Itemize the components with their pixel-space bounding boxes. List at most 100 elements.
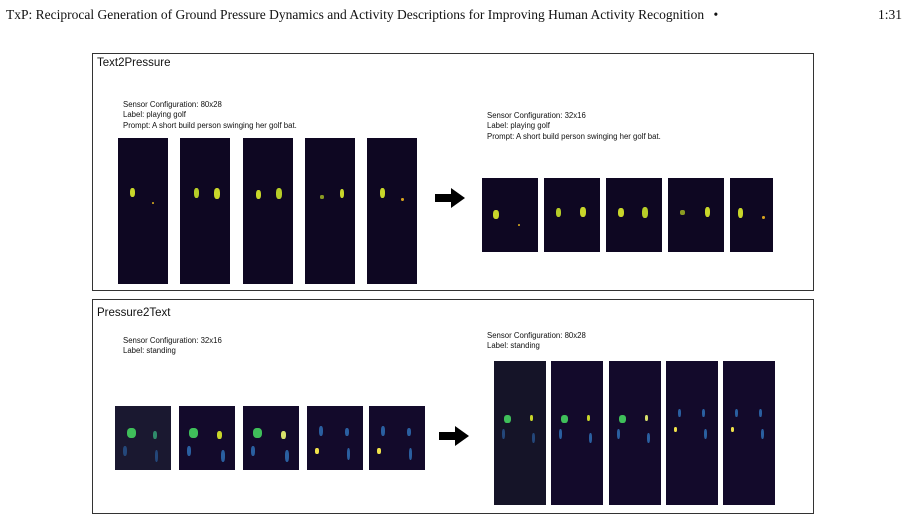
pressure-blob [217,431,222,439]
pressure-frame-32x16 [730,178,773,252]
pressure-blob [502,429,505,439]
page-number: 1:31 [877,7,902,22]
pressure-blob [647,433,650,443]
pressure-blob [678,409,681,417]
pressure-blob [381,426,385,436]
pressure-blob [194,188,199,198]
pressure-frame-80x28 [494,361,546,505]
pressure-blob [761,429,764,439]
pressure-frame-32x16 [482,178,538,252]
pressure-blob [493,210,499,219]
pressure-blob [556,208,561,217]
pressure-blob [123,446,127,456]
pressure-blob [221,450,225,462]
pressure-blob [532,433,535,443]
pressure-blob [380,188,385,198]
pressure-blob [589,433,592,443]
pressure-blob [214,188,220,199]
pressure-blob [152,202,154,204]
pressure-blob [253,428,262,438]
pressure-frame-32x16 [243,406,299,470]
pressure-frame-80x28 [723,361,775,505]
pressure-blob [285,450,289,462]
pressure-frame-80x28 [118,138,168,284]
pressure-blob [580,207,586,217]
pressure-blob [705,207,710,217]
pressure-blob [155,450,158,462]
pressure-blob [345,428,349,436]
pressure-blob [153,431,157,439]
pressure-frame-80x28 [243,138,293,284]
text2pressure-right-info: Sensor Configuration: 32x16 Label: playi… [487,111,661,142]
pressure-blob [731,427,734,432]
pressure-frame-32x16 [369,406,425,470]
prompt-label: Prompt: A short build person swinging he… [123,120,297,130]
pressure-blob [587,415,590,421]
sensor-config-label: Sensor Configuration: 32x16 [123,336,222,345]
paper-title: TxP: Reciprocal Generation of Ground Pre… [6,7,705,22]
pressure-blob [642,207,648,218]
pressure-blob [735,409,738,417]
sensor-config-label: Sensor Configuration: 80x28 [487,331,586,340]
sensor-config-label: Sensor Configuration: 80x28 [123,100,222,109]
pressure-blob [759,409,762,417]
pressure-blob [409,448,412,460]
pressure-blob [618,208,624,217]
pressure-blob [256,190,261,199]
pressure-blob [702,409,705,417]
activity-label: Label: playing golf [123,110,186,120]
pressure-blob [738,208,743,218]
pressure-frame-32x16 [115,406,171,470]
pressure-blob [347,448,350,460]
pressure-blob [130,188,135,197]
pressure-frame-32x16 [606,178,662,252]
pressure-blob [189,428,198,438]
pressure-blob [619,415,626,423]
activity-label: Label: standing [487,341,540,351]
pressure-frame-32x16 [544,178,600,252]
pressure-blob [680,210,685,215]
pressure-blob [320,195,324,199]
text2pressure-title: Text2Pressure [97,57,171,69]
pressure-blob [530,415,533,421]
pressure-blob [127,428,136,438]
text2pressure-panel: Text2Pressure Sensor Configuration: 80x2… [92,53,814,291]
pressure-blob [281,431,286,439]
header-separator: • [713,7,719,22]
pressure-blob [340,189,344,198]
pressure-frame-32x16 [668,178,724,252]
pressure-blob [617,429,620,439]
pressure-blob [401,198,404,201]
pressure-blob [187,446,191,456]
pressure-blob [377,448,381,454]
pressure-frame-80x28 [551,361,603,505]
pressure-frame-80x28 [367,138,417,284]
pressure-blob [407,428,411,436]
activity-label: Label: standing [123,346,176,356]
pressure-blob [561,415,568,423]
pressure-frame-80x28 [609,361,661,505]
pressure-blob [674,427,677,432]
page-header: TxP: Reciprocal Generation of Ground Pre… [6,7,902,23]
activity-label: Label: playing golf [487,121,550,131]
pressure2text-right-info: Sensor Configuration: 80x28 Label: stand… [487,331,586,352]
pressure-frame-80x28 [666,361,718,505]
right-arrow-icon [439,426,469,446]
prompt-label: Prompt: A short build person swinging he… [487,131,661,141]
pressure-blob [645,415,648,421]
pressure-blob [276,188,282,199]
pressure-blob [559,429,562,439]
pressure-frame-32x16 [307,406,363,470]
pressure-blob [504,415,511,423]
pressure-blob [762,216,765,219]
pressure-blob [518,224,520,226]
pressure-frame-80x28 [180,138,230,284]
pressure-blob [251,446,255,456]
right-arrow-icon [435,188,465,208]
pressure2text-left-info: Sensor Configuration: 32x16 Label: stand… [123,336,222,357]
pressure-frame-80x28 [305,138,355,284]
pressure-frame-32x16 [179,406,235,470]
pressure2text-title: Pressure2Text [97,307,171,319]
sensor-config-label: Sensor Configuration: 32x16 [487,111,586,120]
pressure-blob [315,448,319,454]
